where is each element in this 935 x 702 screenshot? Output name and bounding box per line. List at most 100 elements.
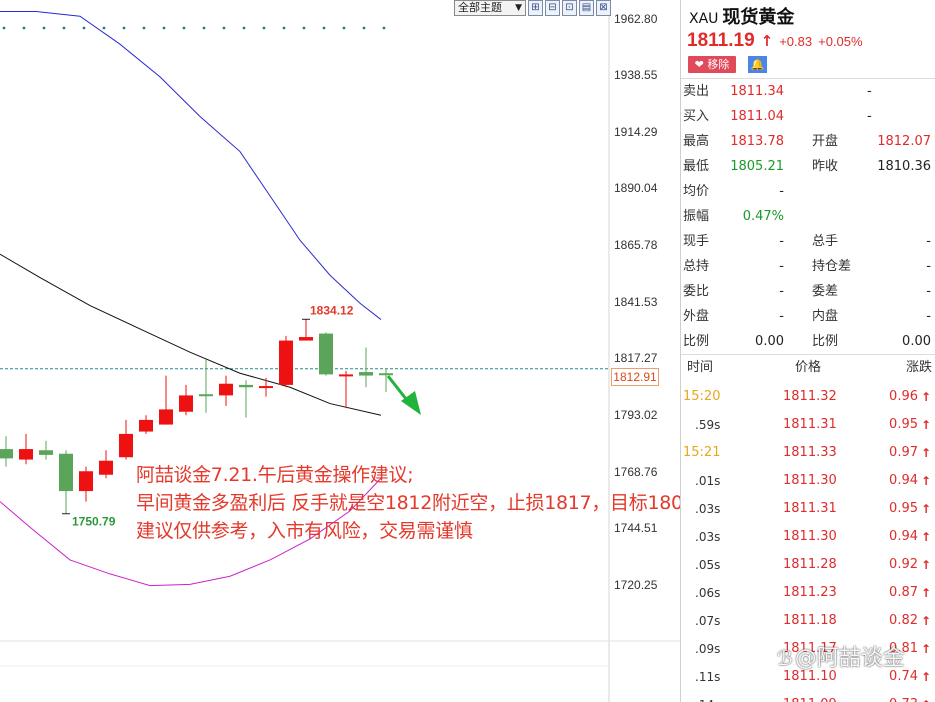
- candle-body: [99, 460, 113, 475]
- tick-change: 0.82: [889, 613, 918, 628]
- chevron-down-icon: ▼: [515, 3, 522, 13]
- tick-change: 0.95: [889, 501, 918, 516]
- kline-chart[interactable]: 1834.12 1750.79 全部主题 ▼ ⊞ ⊟ ⊡ ▤ ⊠ 1962.80 …: [0, 0, 695, 702]
- tick-change: 0.94: [889, 529, 918, 544]
- layout-split-icon[interactable]: ⊟: [545, 0, 560, 16]
- annotation-line-3: 建议仅供参考，入市有风险，交易需谨慎: [136, 520, 473, 542]
- alert-button[interactable]: 🔔: [748, 56, 767, 73]
- stat-value: 1813.78: [730, 134, 784, 149]
- high-price-label: 1834.12: [310, 303, 354, 317]
- stat-value: -: [779, 234, 784, 249]
- instrument-title: XAU 现货黄金: [689, 3, 794, 29]
- tick-row[interactable]: 15:21 1811.33 0.97 ↑: [681, 439, 935, 467]
- tick-price: 1811.09: [783, 691, 837, 702]
- tick-header-change: 涨跌: [905, 360, 932, 375]
- stat-value: 1812.07: [877, 134, 931, 149]
- tick-list-header: 时间 价格 涨跌: [681, 356, 935, 380]
- bell-icon: 🔔: [750, 58, 765, 71]
- tick-time: 15:20: [683, 389, 721, 404]
- tick-row[interactable]: .05s 1811.28 0.92 ↑: [681, 551, 935, 579]
- stat-value: 1810.36: [877, 159, 931, 174]
- tick-price: 1811.10: [783, 669, 837, 684]
- dot-marker: [342, 26, 346, 30]
- quote-panel: XAU 现货黄金 1811.19 ↑ +0.83 +0.05% ❤ 移除 🔔 卖出…: [680, 0, 935, 702]
- stat-label: 最高: [683, 134, 710, 149]
- dot-marker: [122, 26, 126, 30]
- stat-label: 内盘: [812, 309, 839, 324]
- price-axis-tick: 1841.53: [614, 295, 658, 309]
- tick-row[interactable]: .11s 1811.10 0.74 ↑: [681, 663, 935, 691]
- tick-row[interactable]: 15:20 1811.32 0.96 ↑: [681, 383, 935, 411]
- stat-label: 比例: [683, 334, 710, 349]
- candle-body: [239, 384, 253, 388]
- up-arrow-icon: ↑: [920, 418, 931, 432]
- dot-marker: [162, 26, 166, 30]
- tick-change: 0.92: [889, 557, 918, 572]
- stat-value: 0.00: [755, 334, 784, 349]
- candle-body: [279, 340, 293, 385]
- tick-row[interactable]: .07s 1811.18 0.82 ↑: [681, 607, 935, 635]
- dot-marker: [302, 26, 306, 30]
- candle-body: [299, 337, 313, 341]
- tick-price: 1811.31: [783, 417, 837, 432]
- layout-list-icon[interactable]: ▤: [579, 0, 594, 16]
- tick-row[interactable]: .03s 1811.30 0.94 ↑: [681, 523, 935, 551]
- stat-label: 委差: [812, 284, 839, 299]
- tick-row[interactable]: .09s 1811.17 0.81 ↑: [681, 635, 935, 663]
- tick-change: 0.74: [889, 669, 918, 684]
- dot-marker: [42, 26, 46, 30]
- stat-label: 总持: [683, 259, 710, 274]
- candle-body: [39, 450, 53, 455]
- tick-change: 0.97: [889, 445, 918, 460]
- stat-value: 0.47%: [742, 209, 784, 224]
- stat-value: 1805.21: [730, 159, 784, 174]
- remove-watchlist-button[interactable]: ❤ 移除: [688, 56, 736, 73]
- tick-row[interactable]: .01s 1811.30 0.94 ↑: [681, 467, 935, 495]
- stat-label: 卖出: [683, 84, 710, 99]
- low-price-label: 1750.79: [72, 515, 116, 529]
- candle-body: [139, 419, 153, 432]
- stat-value: -: [867, 109, 872, 124]
- price-axis-tick: 1865.78: [614, 238, 658, 252]
- quote-stat-row: 委比 - 委差 -: [681, 279, 935, 304]
- tick-price: 1811.23: [783, 585, 837, 600]
- tick-time: .05s: [695, 558, 721, 572]
- up-arrow-icon: ↑: [920, 614, 931, 628]
- ma-line-long: [0, 11, 382, 320]
- stat-label: 振幅: [683, 209, 710, 224]
- tick-row[interactable]: .59s 1811.31 0.95 ↑: [681, 411, 935, 439]
- stat-label: 外盘: [683, 309, 710, 324]
- watermark: ℬ@阿喆谈金: [777, 640, 905, 672]
- tick-time: .11s: [695, 670, 721, 684]
- heart-icon: ❤: [694, 58, 704, 71]
- tick-price: 1811.18: [783, 613, 837, 628]
- tick-time: .06s: [695, 586, 721, 600]
- up-arrow-icon: ↑: [920, 586, 931, 600]
- tick-row[interactable]: .14s 1811.09 0.73↑: [681, 691, 935, 702]
- chart-toolbar: 全部主题 ▼ ⊞ ⊟ ⊡ ▤ ⊠: [454, 0, 611, 16]
- tick-row[interactable]: .06s 1811.23 0.87 ↑: [681, 579, 935, 607]
- last-price: 1811.19: [687, 30, 755, 51]
- theme-dropdown[interactable]: 全部主题 ▼: [454, 0, 526, 16]
- dot-marker: [142, 26, 146, 30]
- kline-chart-canvas[interactable]: 1834.12 1750.79: [0, 0, 680, 702]
- candle-body: [119, 433, 133, 458]
- candle-body: [339, 374, 353, 377]
- tick-time: .01s: [695, 474, 721, 488]
- candle-body: [219, 383, 233, 396]
- ma-line-mid: [0, 253, 382, 416]
- stat-value: -: [779, 284, 784, 299]
- price-axis-tick: 1768.76: [614, 465, 658, 479]
- dot-marker: [62, 26, 66, 30]
- tick-row[interactable]: .03s 1811.31 0.95 ↑: [681, 495, 935, 523]
- weibo-logo-icon: ℬ: [777, 646, 793, 670]
- candle-body: [79, 471, 93, 492]
- layout-close-icon[interactable]: ⊠: [596, 0, 611, 16]
- current-price-tag: 1812.91: [611, 368, 659, 386]
- tick-price: 1811.30: [783, 473, 837, 488]
- stat-label: 持仓差: [812, 259, 852, 274]
- layout-grid-icon[interactable]: ⊞: [528, 0, 543, 16]
- candle-body: [159, 409, 173, 425]
- layout-single-icon[interactable]: ⊡: [562, 0, 577, 16]
- price-axis-tick: 1914.29: [614, 125, 658, 139]
